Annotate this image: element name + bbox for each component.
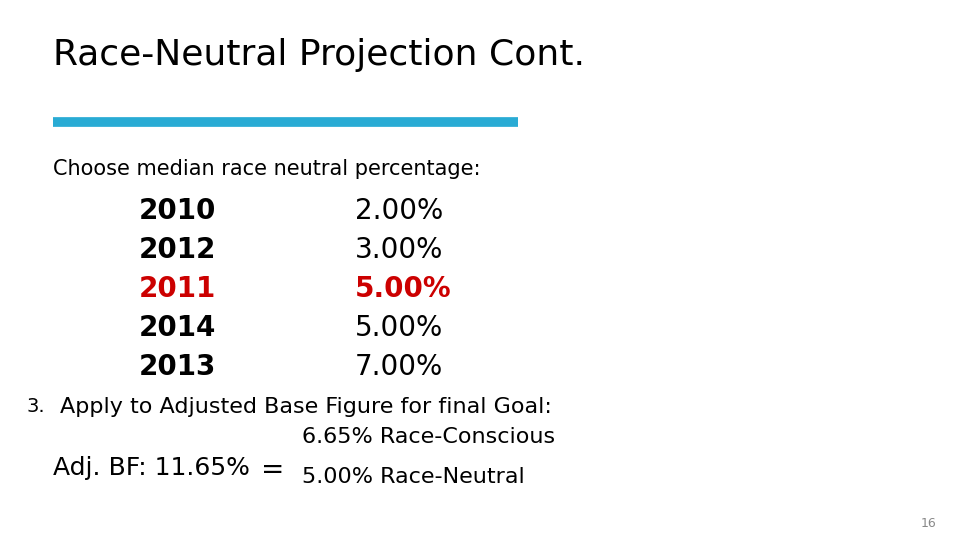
Text: 7.00%: 7.00% (355, 353, 444, 381)
Text: 5.00%: 5.00% (355, 314, 444, 342)
Text: Race-Neutral Projection Cont.: Race-Neutral Projection Cont. (53, 38, 585, 72)
Text: =: = (261, 456, 284, 484)
Text: Choose median race neutral percentage:: Choose median race neutral percentage: (53, 159, 480, 179)
Text: 6.65% Race-Conscious: 6.65% Race-Conscious (302, 427, 556, 447)
Text: 2012: 2012 (139, 236, 217, 264)
Text: 5.00% Race-Neutral: 5.00% Race-Neutral (302, 467, 525, 487)
Text: Apply to Adjusted Base Figure for final Goal:: Apply to Adjusted Base Figure for final … (60, 397, 552, 417)
Text: 3.00%: 3.00% (355, 236, 444, 264)
Text: 2010: 2010 (139, 197, 217, 225)
Text: 3.: 3. (27, 397, 45, 416)
Text: 2014: 2014 (139, 314, 217, 342)
Text: 5.00%: 5.00% (355, 275, 452, 303)
Text: 2011: 2011 (139, 275, 216, 303)
Text: Adj. BF: 11.65%: Adj. BF: 11.65% (53, 456, 250, 480)
Text: 16: 16 (921, 517, 936, 530)
Text: 2.00%: 2.00% (355, 197, 444, 225)
Text: 2013: 2013 (139, 353, 217, 381)
